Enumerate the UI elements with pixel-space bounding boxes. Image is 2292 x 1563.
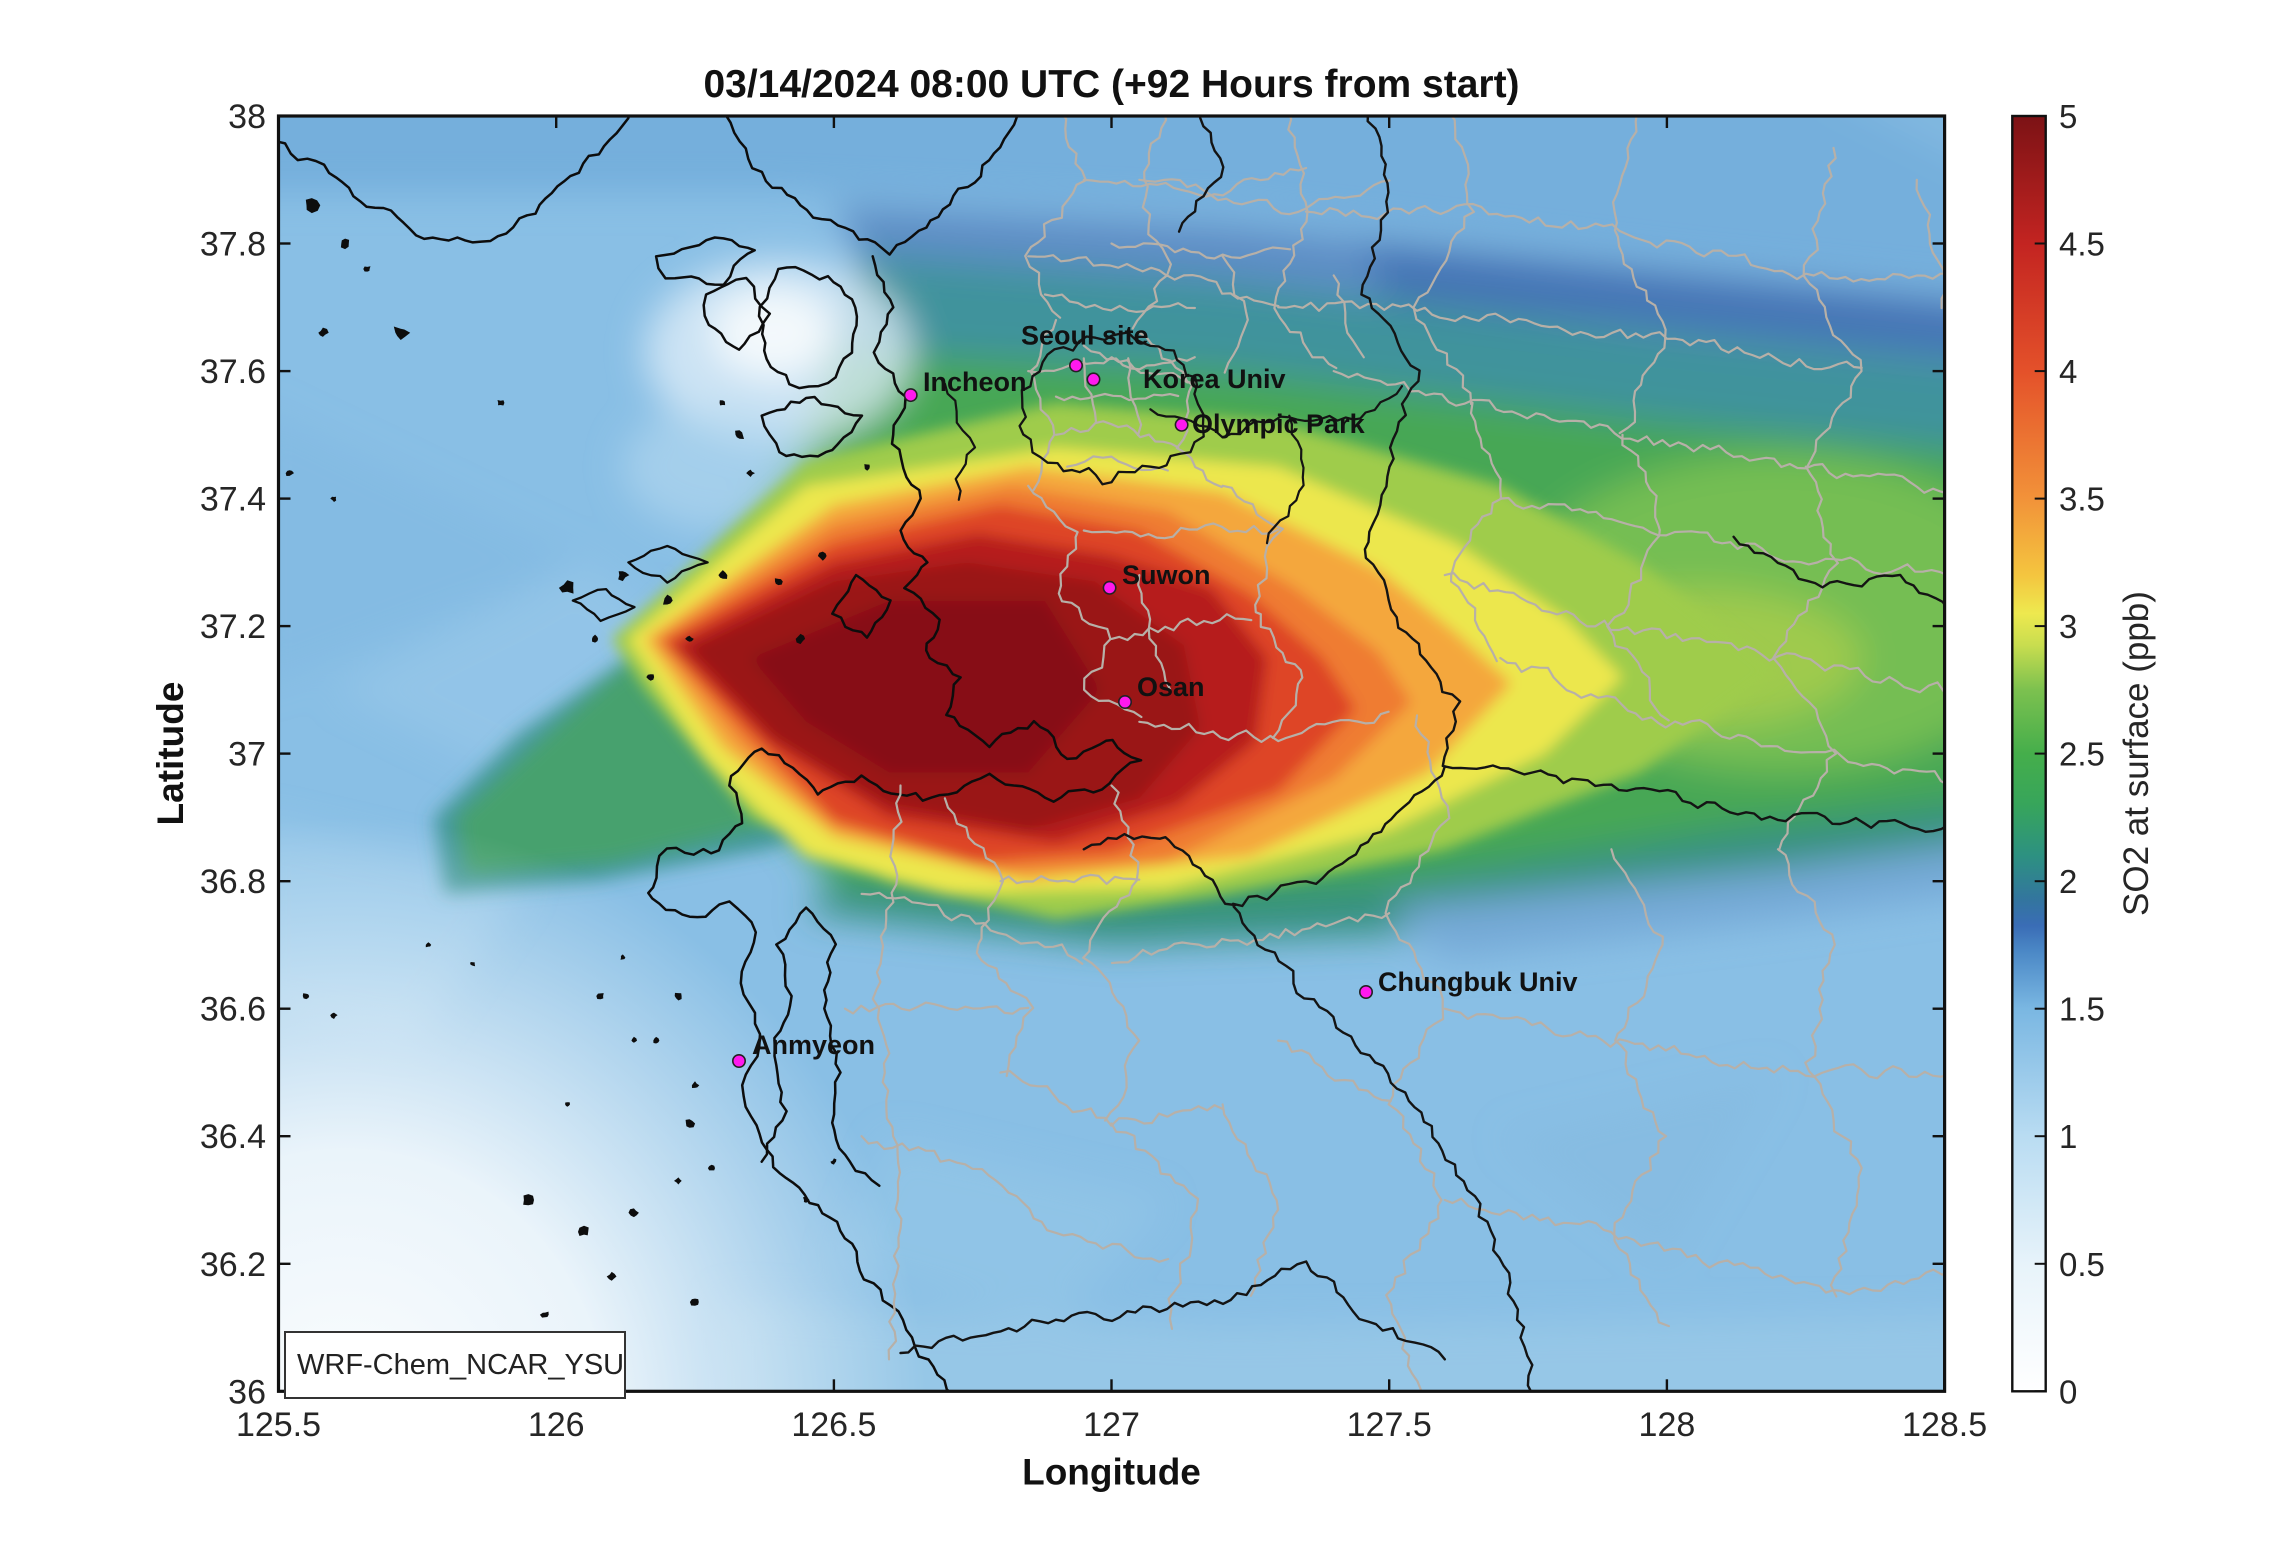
svg-text:128: 128 [1639, 1406, 1696, 1444]
svg-text:1.5: 1.5 [2059, 991, 2105, 1028]
svg-text:0: 0 [2059, 1373, 2077, 1410]
svg-text:3: 3 [2059, 608, 2077, 645]
svg-text:Chungbuk Univ: Chungbuk Univ [1378, 967, 1577, 997]
svg-text:127.5: 127.5 [1347, 1406, 1432, 1444]
svg-text:36.8: 36.8 [200, 863, 266, 901]
svg-text:Latitude: Latitude [150, 682, 191, 826]
svg-text:Osan: Osan [1137, 672, 1205, 702]
svg-text:128.5: 128.5 [1902, 1406, 1987, 1444]
svg-text:37: 37 [228, 736, 266, 774]
svg-text:126: 126 [528, 1406, 585, 1444]
svg-text:127: 127 [1083, 1406, 1140, 1444]
svg-text:2: 2 [2059, 863, 2077, 900]
svg-text:38: 38 [228, 98, 266, 136]
svg-text:37.2: 37.2 [200, 608, 266, 646]
svg-text:4.5: 4.5 [2059, 226, 2105, 263]
svg-text:125.5: 125.5 [236, 1406, 321, 1444]
svg-text:36: 36 [228, 1373, 266, 1411]
svg-text:Longitude: Longitude [1022, 1452, 1201, 1493]
svg-text:37.4: 37.4 [200, 481, 266, 519]
svg-text:36.4: 36.4 [200, 1118, 266, 1156]
svg-text:5: 5 [2059, 98, 2077, 135]
svg-text:SO2 at surface (ppb): SO2 at surface (ppb) [2117, 591, 2156, 916]
svg-text:126.5: 126.5 [791, 1406, 876, 1444]
svg-text:WRF-Chem_NCAR_YSU: WRF-Chem_NCAR_YSU [297, 1349, 624, 1381]
svg-text:3.5: 3.5 [2059, 481, 2105, 518]
svg-text:Anmyeon: Anmyeon [752, 1030, 875, 1060]
svg-text:Olympic Park: Olympic Park [1192, 409, 1366, 439]
svg-text:1: 1 [2059, 1118, 2077, 1155]
svg-text:37.8: 37.8 [200, 226, 266, 264]
svg-text:0.5: 0.5 [2059, 1246, 2105, 1283]
svg-text:36.6: 36.6 [200, 991, 266, 1029]
svg-text:03/14/2024 08:00 UTC (+92 Hour: 03/14/2024 08:00 UTC (+92 Hours from sta… [703, 63, 1519, 106]
svg-text:36.2: 36.2 [200, 1246, 266, 1284]
svg-text:4: 4 [2059, 353, 2077, 390]
svg-text:37.6: 37.6 [200, 353, 266, 391]
svg-text:2.5: 2.5 [2059, 736, 2105, 773]
svg-text:Suwon: Suwon [1122, 560, 1211, 590]
svg-text:Incheon: Incheon [923, 367, 1027, 397]
svg-text:Korea Univ: Korea Univ [1143, 364, 1286, 394]
svg-text:Seoul site: Seoul site [1021, 321, 1149, 351]
